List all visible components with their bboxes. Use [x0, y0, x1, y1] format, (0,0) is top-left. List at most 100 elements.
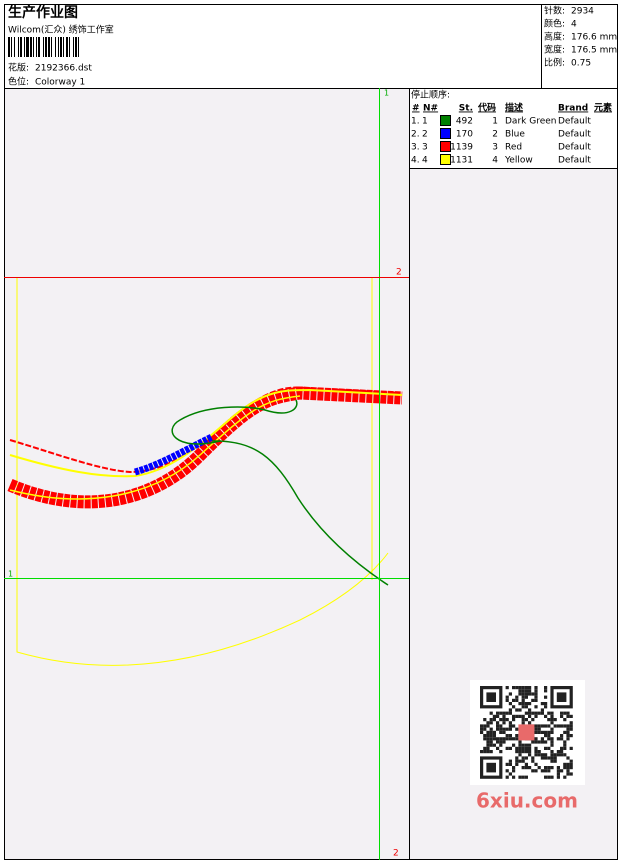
qr-cell [505, 695, 509, 699]
qr-cell [499, 727, 503, 731]
qr-cell [492, 737, 496, 741]
qr-cell [534, 705, 538, 709]
qr-cell [480, 727, 484, 731]
qr-cell [521, 766, 525, 770]
qr-finder [480, 756, 503, 779]
color-swatch [440, 154, 451, 165]
qr-cell [489, 737, 493, 741]
qr-cell [512, 686, 516, 690]
column-header: Brand [558, 104, 588, 114]
qr-cell [563, 762, 567, 766]
info-label: 高度: [544, 31, 565, 43]
qr-cell [499, 740, 503, 744]
qr-cell [512, 769, 516, 773]
brand: Default [558, 117, 591, 127]
bar [75, 37, 77, 57]
info-value: 2934 [571, 7, 594, 17]
qr-cell [569, 724, 573, 728]
qr-cell [521, 705, 525, 709]
bar [33, 37, 34, 57]
qr-cell [528, 743, 532, 747]
qr-cell [483, 724, 487, 728]
qr-cell [566, 724, 570, 728]
bar [43, 37, 44, 57]
qr-cell [531, 698, 535, 702]
qr-cell [499, 730, 503, 734]
qr-cell [489, 727, 493, 731]
qr-cell [550, 766, 554, 770]
description: Yellow [504, 156, 533, 166]
qr-cell [556, 769, 560, 773]
qr-cell [547, 718, 551, 722]
bar [14, 37, 15, 57]
qr-cell [508, 737, 512, 741]
qr-cell [505, 711, 509, 715]
qr-cell [515, 750, 519, 754]
qr-cell [524, 705, 528, 709]
qr-cell [540, 730, 544, 734]
qr-cell [534, 714, 538, 718]
qr-cell [489, 721, 493, 725]
qr-cell [518, 692, 522, 696]
qr-cell [553, 753, 557, 757]
qr-cell [508, 759, 512, 763]
qr-cell [544, 714, 548, 718]
qr-cell [547, 730, 551, 734]
color-swatch [440, 115, 451, 126]
qr-cell [508, 734, 512, 738]
qr-cell [537, 711, 541, 715]
qr-cell [534, 695, 538, 699]
bar [55, 37, 56, 57]
column-header: 元素 [594, 102, 612, 114]
info-label: 宽度: [544, 44, 565, 56]
qr-cell [544, 753, 548, 757]
qr-cell [518, 702, 522, 706]
qr-cell [518, 686, 522, 690]
bar [63, 37, 64, 57]
qr-cell [534, 727, 538, 731]
qr-cell [508, 692, 512, 696]
qr-cell [544, 734, 548, 738]
qr-cell [540, 711, 544, 715]
qr-cell [512, 737, 516, 741]
qr-cell [560, 753, 564, 757]
qr-cell [524, 692, 528, 696]
qr-cell [505, 686, 509, 690]
qr-cell [489, 718, 493, 722]
qr-cell [534, 730, 538, 734]
column-header: 描述 [505, 102, 523, 114]
qr-cell [556, 750, 560, 754]
qr-cell [566, 762, 570, 766]
qr-cell [540, 756, 544, 760]
bar [66, 37, 68, 57]
qr-cell [518, 750, 522, 754]
qr-cell [569, 772, 573, 776]
qr-cell [556, 766, 560, 770]
qr-cell [518, 714, 522, 718]
qr-cell [528, 721, 532, 725]
column-header: 代码 [477, 102, 496, 114]
qr-cell [569, 714, 573, 718]
qr-cell [515, 746, 519, 750]
qr-cell [550, 775, 554, 779]
qr-cell [521, 743, 525, 747]
qr-cell [550, 753, 554, 757]
qr-cell [518, 708, 522, 712]
qr-code [480, 685, 573, 779]
qr-cell [547, 766, 551, 770]
qr-cell [560, 750, 564, 754]
qr-cell [531, 718, 535, 722]
qr-cell [496, 721, 500, 725]
qr-cell [550, 737, 554, 741]
qr-cell [563, 711, 567, 715]
qr-cell [492, 730, 496, 734]
qr-cell [518, 775, 522, 779]
qr-cell [553, 756, 557, 760]
qr-cell [540, 708, 544, 712]
qr-cell [518, 753, 522, 757]
qr-cell [569, 766, 573, 770]
qr-cell [550, 756, 554, 760]
qr-cell [540, 737, 544, 741]
qr-cell [505, 718, 509, 722]
qr-cell [524, 743, 528, 747]
